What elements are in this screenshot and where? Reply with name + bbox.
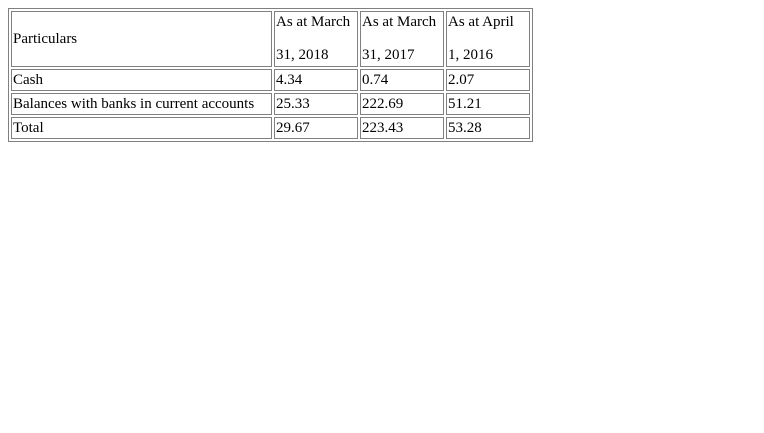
row-label: Cash bbox=[11, 69, 272, 91]
financial-table: Particulars As at March 31, 2018 As at M… bbox=[8, 8, 533, 142]
header-col-line2: 31, 2018 bbox=[276, 47, 329, 63]
cell-value: 29.67 bbox=[274, 117, 358, 139]
header-col-2017: As at March 31, 2017 bbox=[360, 11, 444, 67]
header-col-line2: 1, 2016 bbox=[448, 47, 493, 63]
table-row: Balances with banks in current accounts … bbox=[11, 93, 530, 115]
table-header-row: Particulars As at March 31, 2018 As at M… bbox=[11, 11, 530, 67]
table-row-total: Total 29.67 223.43 53.28 bbox=[11, 117, 530, 139]
cell-value: 0.74 bbox=[360, 69, 444, 91]
cell-value: 25.33 bbox=[274, 93, 358, 115]
header-col-line1: As at March bbox=[362, 14, 437, 30]
header-col-line1: As at March bbox=[276, 14, 351, 30]
row-label: Total bbox=[11, 117, 272, 139]
header-particulars: Particulars bbox=[11, 11, 272, 67]
header-col-line2: 31, 2017 bbox=[362, 47, 415, 63]
cell-value: 2.07 bbox=[446, 69, 530, 91]
cell-value: 53.28 bbox=[446, 117, 530, 139]
row-label: Balances with banks in current accounts bbox=[11, 93, 272, 115]
cell-value: 51.21 bbox=[446, 93, 530, 115]
header-col-2016: As at April 1, 2016 bbox=[446, 11, 530, 67]
cell-value: 223.43 bbox=[360, 117, 444, 139]
document-area: Particulars As at March 31, 2018 As at M… bbox=[8, 8, 533, 142]
cell-value: 222.69 bbox=[360, 93, 444, 115]
table-row: Cash 4.34 0.74 2.07 bbox=[11, 69, 530, 91]
header-col-line1: As at April bbox=[448, 14, 514, 30]
header-col-2018: As at March 31, 2018 bbox=[274, 11, 358, 67]
cell-value: 4.34 bbox=[274, 69, 358, 91]
